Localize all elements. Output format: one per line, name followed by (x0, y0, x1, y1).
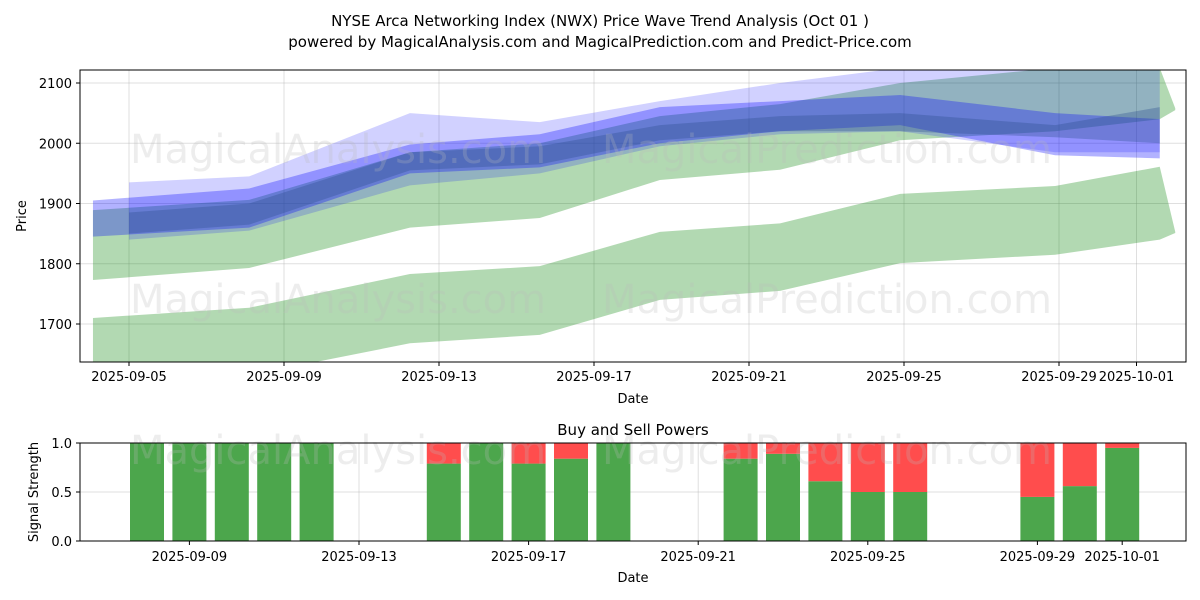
band-green-upper (92, 70, 1176, 281)
x-tick-label: 2025-10-01 (1084, 550, 1160, 565)
buy-bar (893, 492, 928, 541)
x-tick-label: 2025-09-21 (711, 370, 787, 385)
x-tick-label: 2025-10-01 (1099, 370, 1175, 385)
buy-bar (214, 443, 249, 541)
buy-bar (257, 443, 292, 541)
sell-bar (808, 443, 843, 482)
buy-bar (723, 458, 758, 541)
chart-subtitle: powered by MagicalAnalysis.com and Magic… (288, 33, 912, 51)
top-watermarks: MagicalAnalysis.com MagicalPrediction.co… (130, 127, 1052, 323)
watermark: MagicalAnalysis.com (130, 428, 546, 474)
top-grid (80, 70, 1186, 362)
x-tick-label: 2025-09-09 (246, 370, 322, 385)
watermark: MagicalAnalysis.com (130, 277, 546, 323)
x-tick-label: 2025-09-09 (152, 550, 228, 565)
buy-bar (1020, 496, 1055, 541)
x-tick-label: 2025-09-25 (866, 370, 942, 385)
x-tick-label: 2025-09-29 (1000, 550, 1076, 565)
sell-bar (893, 443, 928, 492)
buy-bar (808, 481, 843, 541)
x-tick-label: 2025-09-17 (556, 370, 632, 385)
y-tick-label: 0.0 (51, 535, 72, 550)
buy-bar (299, 443, 334, 541)
sell-bar (511, 443, 546, 464)
buy-bar (130, 443, 164, 541)
y-tick-label: 2000 (39, 137, 72, 152)
x-tick-label: 2025-09-13 (321, 550, 397, 565)
y-tick-label: 1900 (39, 198, 72, 213)
bottom-y-label: Signal Strength (27, 442, 42, 542)
sell-bar (766, 443, 800, 454)
x-tick-label: 2025-09-29 (1021, 370, 1097, 385)
band-blue-wide (129, 70, 1160, 240)
top-y-label: Price (15, 200, 30, 232)
bottom-title: Buy and Sell Powers (557, 421, 709, 439)
buy-bar (469, 443, 504, 541)
y-tick-label: 1800 (39, 258, 72, 273)
band-blue-main (92, 95, 1160, 237)
bottom-axes: 2025-09-09 2025-09-13 2025-09-17 2025-09-21… (51, 437, 1160, 565)
bottom-bars (130, 443, 1140, 541)
sell-bar (850, 443, 885, 492)
top-x-label: Date (617, 392, 648, 407)
buy-bar (596, 443, 631, 541)
y-tick-label: 2100 (39, 77, 72, 92)
buy-bar (1105, 447, 1140, 541)
sell-bar (1105, 443, 1140, 448)
buy-bar (511, 463, 546, 541)
top-bands (92, 70, 1176, 362)
sell-bar (1062, 443, 1097, 487)
x-tick-label: 2025-09-05 (91, 370, 167, 385)
buy-bar (766, 453, 800, 541)
chart-title: NYSE Arca Networking Index (NWX) Price W… (331, 12, 869, 30)
bottom-x-label: Date (617, 571, 648, 586)
watermark: MagicalPrediction.com (602, 428, 1052, 474)
x-tick-label: 2025-09-13 (401, 370, 477, 385)
top-plot-frame (79, 69, 1187, 363)
buy-bar (426, 463, 461, 541)
x-tick-label: 2025-09-21 (660, 550, 736, 565)
sell-bar (723, 443, 758, 459)
x-tick-label: 2025-09-17 (491, 550, 567, 565)
y-tick-label: 1700 (39, 318, 72, 333)
buy-bar (850, 492, 885, 541)
sell-bar (1020, 443, 1055, 497)
watermark: MagicalPrediction.com (602, 127, 1052, 173)
band-green-lower (92, 166, 1176, 362)
buy-bar (172, 443, 207, 541)
watermark: MagicalPrediction.com (602, 277, 1052, 323)
y-tick-label: 0.5 (51, 486, 72, 501)
bottom-watermarks: MagicalAnalysis.com MagicalPrediction.co… (130, 428, 1052, 474)
sell-bar (426, 443, 461, 464)
sell-bar (554, 443, 588, 459)
band-slate-core (129, 107, 1160, 234)
x-tick-label: 2025-09-25 (830, 550, 906, 565)
y-tick-label: 1.0 (51, 437, 72, 452)
buy-bar (554, 458, 588, 541)
buy-bar (1062, 486, 1097, 541)
watermark: MagicalAnalysis.com (130, 127, 546, 173)
top-axes: 2025-09-05 2025-09-09 2025-09-13 2025-09-17… (39, 77, 1174, 385)
